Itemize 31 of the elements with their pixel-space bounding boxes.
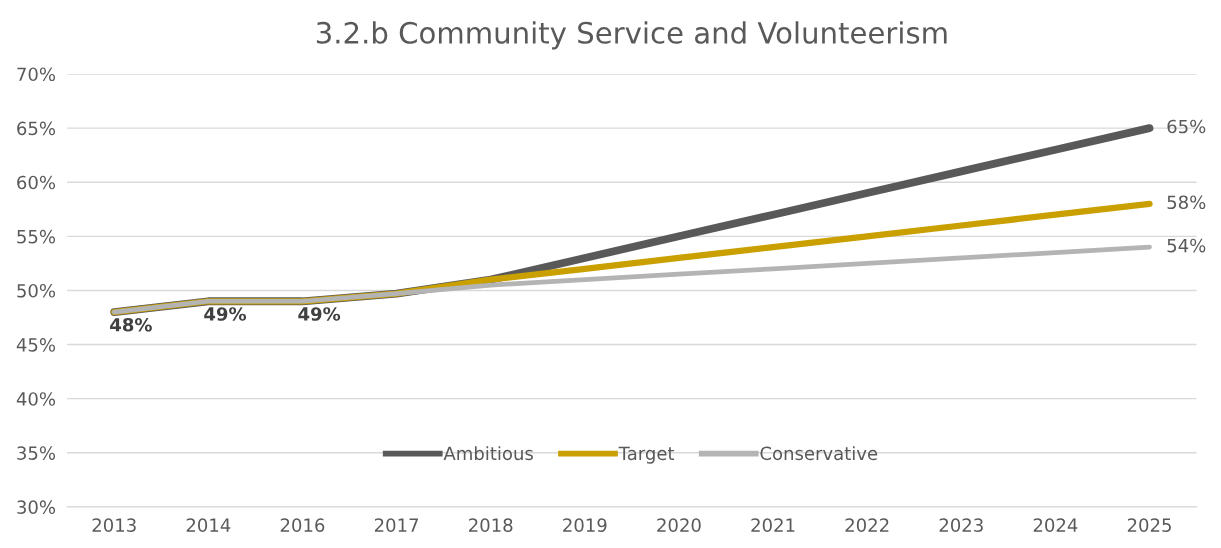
x-tick-label: 2017 (374, 518, 418, 532)
y-tick-label: 65% (17, 121, 56, 136)
chart-title: 3.2.b Community Service and Volunteerism (316, 21, 947, 50)
data-label: 54% (1167, 238, 1206, 253)
x-tick-label: 2014 (186, 518, 231, 532)
y-tick-label: 55% (17, 229, 56, 244)
x-tick-label: 2023 (939, 518, 983, 532)
y-tick-label: 70% (17, 67, 56, 82)
y-tick-label: 45% (16, 338, 56, 352)
x-tick-label: 2020 (657, 518, 701, 532)
data-label: 48% (110, 317, 152, 332)
legend-label: Conservative (760, 446, 878, 461)
y-tick-label: 30% (17, 500, 56, 515)
x-tick-label: 2019 (563, 518, 607, 532)
y-tick-label: 40% (16, 392, 56, 406)
x-tick-label: 2021 (751, 518, 795, 532)
legend-label: Ambitious (443, 446, 533, 461)
y-tick-label: 50% (17, 283, 56, 298)
y-tick-label: 60% (17, 175, 56, 190)
x-tick-label: 2013 (92, 518, 136, 532)
data-label: 49% (298, 307, 341, 321)
x-tick-label: 2024 (1033, 518, 1078, 532)
data-label: 65% (1167, 119, 1206, 134)
x-tick-label: 2016 (280, 518, 325, 532)
x-tick-label: 2018 (469, 518, 513, 532)
y-tick-label: 35% (17, 446, 56, 460)
x-tick-label: 2025 (1127, 518, 1171, 532)
x-tick-label: 2022 (845, 518, 889, 532)
data-label: 49% (204, 307, 247, 321)
legend-label: Target (618, 446, 675, 464)
data-label: 58% (1167, 195, 1206, 210)
